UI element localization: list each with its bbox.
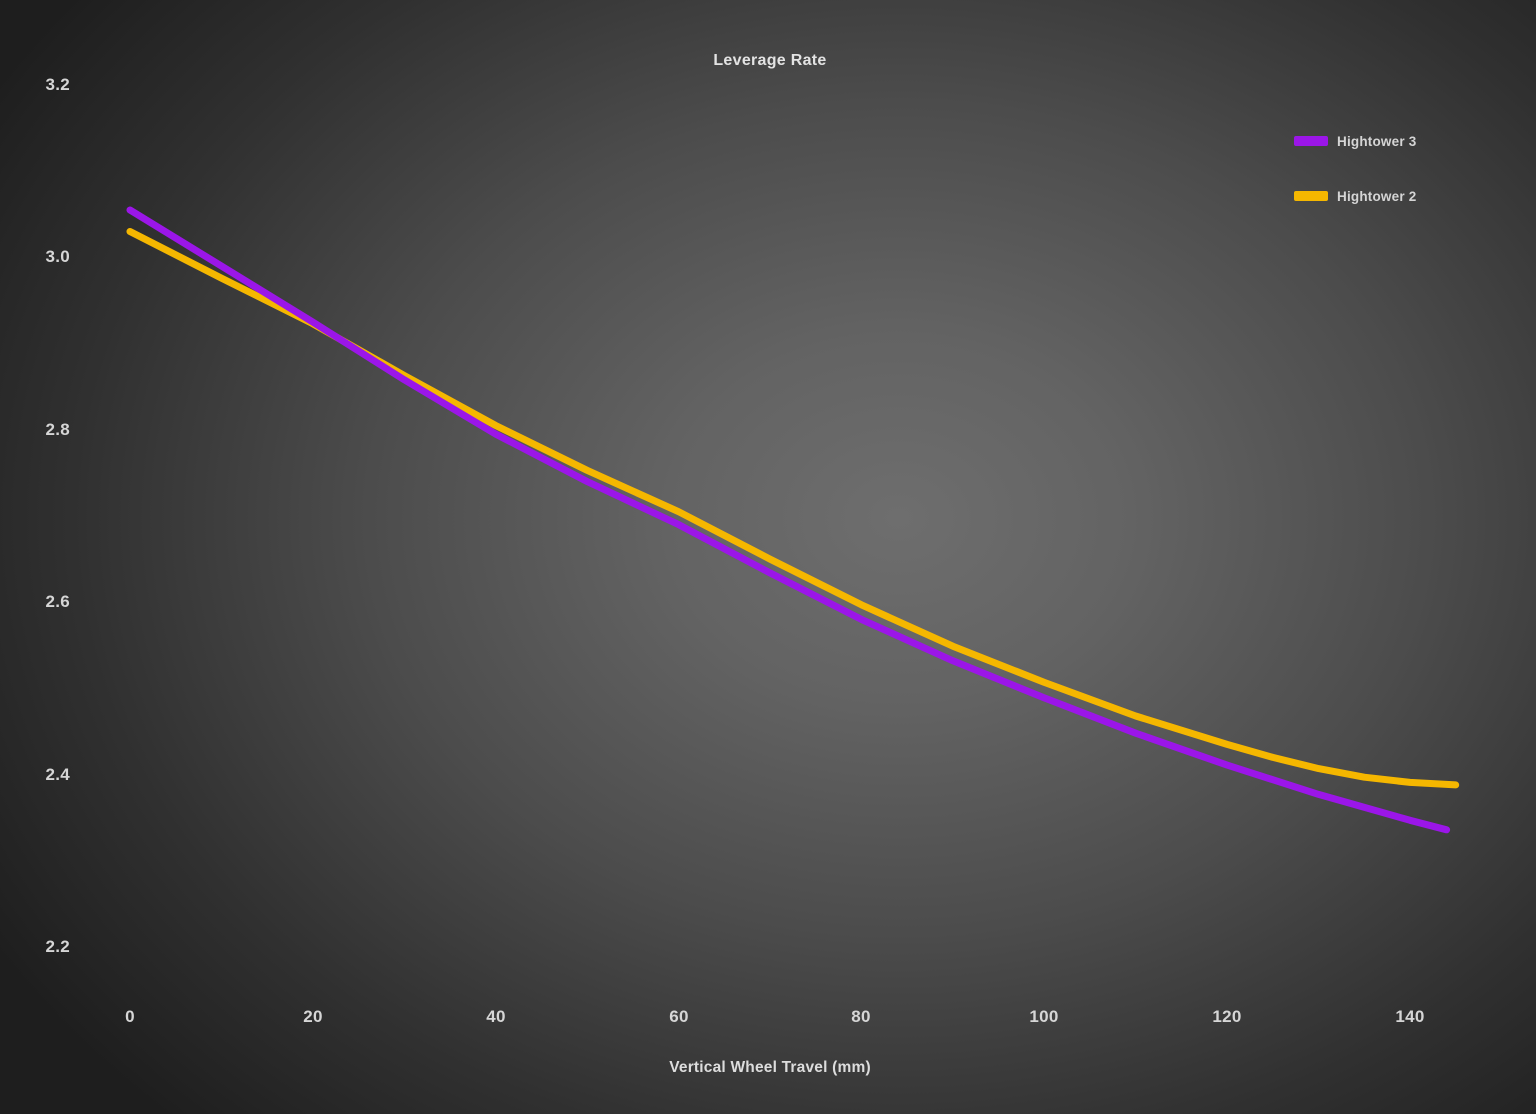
legend-swatch-hightower-2: [1294, 191, 1328, 201]
x-tick-label: 80: [851, 1007, 871, 1026]
x-tick-label: 0: [125, 1007, 135, 1026]
legend-label-hightower-2: Hightower 2: [1337, 188, 1417, 204]
legend-label-hightower-3: Hightower 3: [1337, 133, 1417, 149]
y-tick-label: 3.0: [45, 247, 70, 266]
x-tick-label: 120: [1212, 1007, 1242, 1026]
y-tick-label: 2.6: [45, 592, 70, 611]
x-tick-label: 40: [486, 1007, 506, 1026]
y-tick-label: 2.2: [45, 937, 70, 956]
y-tick-label: 3.2: [45, 75, 70, 94]
y-tick-label: 2.8: [45, 420, 70, 439]
y-tick-label: 2.4: [45, 765, 70, 784]
chart-title: Leverage Rate: [713, 52, 827, 69]
legend: Hightower 3 Hightower 2: [1294, 128, 1416, 238]
x-axis-title: Vertical Wheel Travel (mm): [669, 1059, 871, 1076]
legend-swatch-hightower-3: [1294, 136, 1328, 146]
legend-item-hightower-2[interactable]: Hightower 2: [1294, 183, 1416, 209]
x-tick-label: 60: [669, 1007, 689, 1026]
legend-item-hightower-3[interactable]: Hightower 3: [1294, 128, 1416, 154]
x-tick-label: 100: [1029, 1007, 1059, 1026]
x-tick-label: 140: [1395, 1007, 1425, 1026]
series-line-hightower-3[interactable]: [126, 206, 1451, 834]
x-tick-label: 20: [303, 1007, 323, 1026]
series-line-hightower-2[interactable]: [126, 228, 1460, 789]
